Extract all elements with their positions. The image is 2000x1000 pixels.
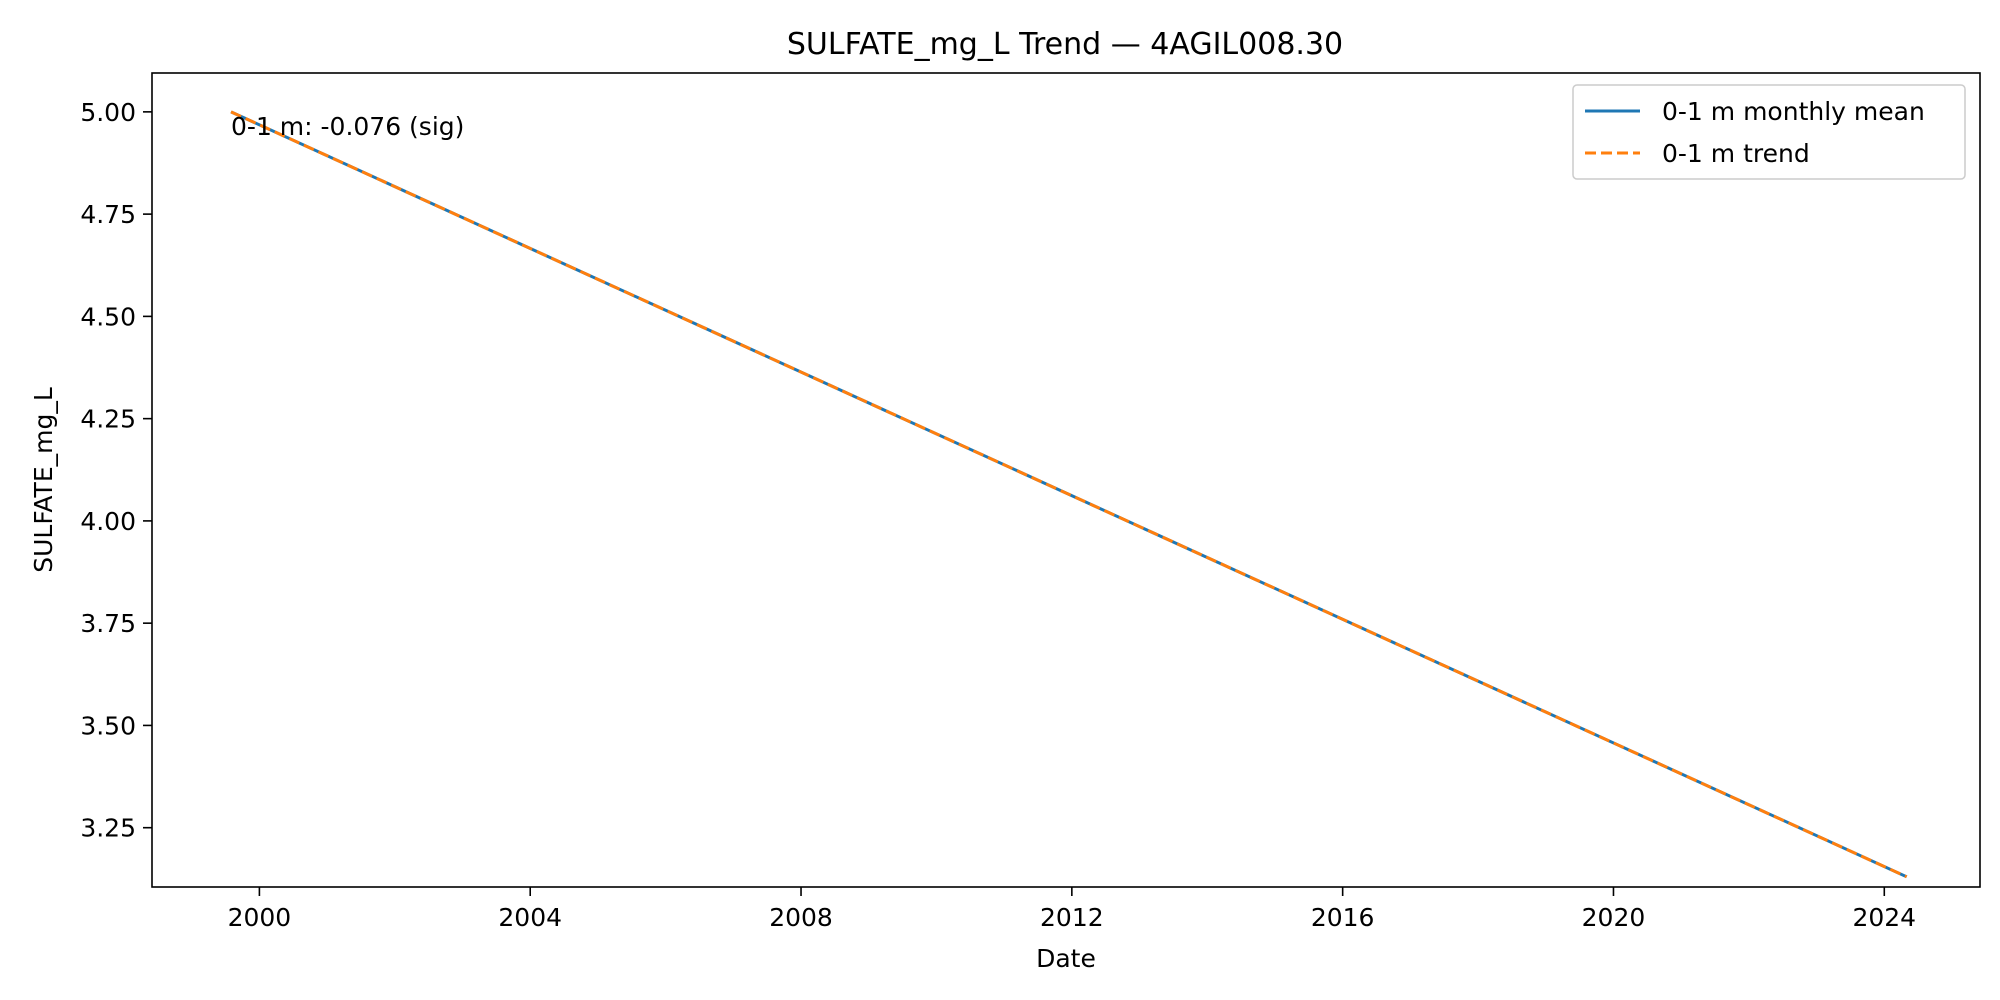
x-tick-label: 2024 xyxy=(1852,903,1916,932)
annotation-layer: 0-1 m: -0.076 (sig) xyxy=(231,112,464,141)
series-line-2 xyxy=(230,110,1908,879)
x-axis-label: Date xyxy=(1036,944,1096,973)
x-tick-label: 2020 xyxy=(1582,903,1646,932)
y-tick-label: 4.50 xyxy=(80,302,136,331)
x-axis: 2000 2004 2008 2012 2016 2020 2024 xyxy=(228,887,1916,932)
y-tick-label: 3.50 xyxy=(80,711,136,740)
legend-entries: 0-1 m monthly mean 0-1 m trend xyxy=(1585,97,1925,168)
x-tick-label: 2004 xyxy=(498,903,562,932)
y-tick-label: 4.75 xyxy=(80,200,136,229)
legend: 0-1 m monthly mean 0-1 m trend xyxy=(1572,84,1966,180)
x-tick-label: 2016 xyxy=(1311,903,1375,932)
y-axis: 3.25 3.50 3.75 4.00 4.25 4.50 4.75 5.00 xyxy=(80,98,152,843)
trend-annotation: 0-1 m: -0.076 (sig) xyxy=(231,112,464,141)
series-layer xyxy=(230,110,1908,879)
y-tick-label: 5.00 xyxy=(80,98,136,127)
y-tick-label: 4.25 xyxy=(80,405,136,434)
x-tick-label: 2000 xyxy=(228,903,292,932)
y-tick-label: 4.00 xyxy=(80,507,136,536)
plot-area: 0-1 m: -0.076 (sig) xyxy=(151,72,1981,888)
y-tick-label: 3.25 xyxy=(80,814,136,843)
chart-title: SULFATE_mg_L Trend — 4AGIL008.30 xyxy=(787,27,1343,62)
legend-box xyxy=(1572,84,1966,180)
x-tick-label: 2008 xyxy=(769,903,833,932)
x-tick-label: 2012 xyxy=(1040,903,1104,932)
plot-frame xyxy=(151,72,1981,888)
y-axis-label: SULFATE_mg_L xyxy=(29,387,58,573)
legend-label-2: 0-1 m trend xyxy=(1662,139,1810,168)
y-tick-label: 3.75 xyxy=(80,609,136,638)
legend-label-1: 0-1 m monthly mean xyxy=(1662,97,1925,126)
